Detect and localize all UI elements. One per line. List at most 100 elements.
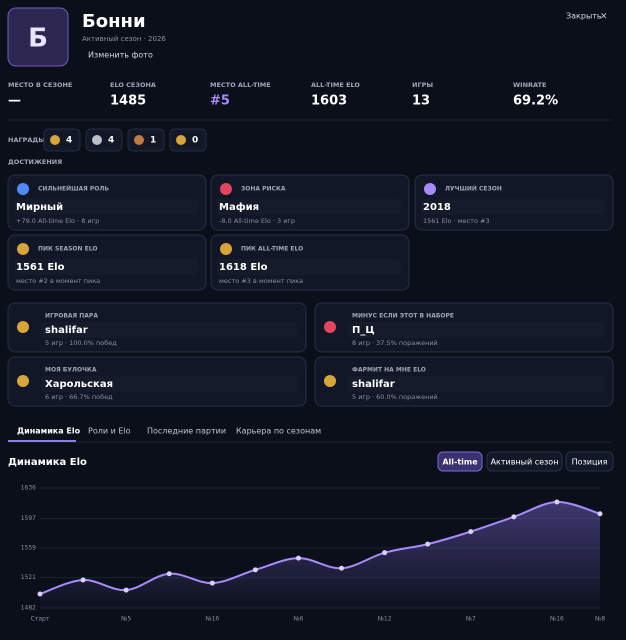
card-value-strip [348,376,604,392]
stat-label: ELO СЕЗОНА [110,81,156,89]
card-detail: 6 игр · 66.7% побед [45,393,113,401]
award-count: 4 [66,136,72,146]
card-icon [17,375,29,387]
card-icon [324,375,336,387]
card-icon [17,183,29,195]
card-label: ИГРОВАЯ ПАРА [45,313,98,320]
card-value: Мафия [219,201,259,213]
avatar-letter: Б [28,24,48,54]
tab[interactable]: Динамика Elo [17,427,81,436]
elo-point [339,565,345,571]
tab[interactable]: Последние партии [147,427,226,436]
mode-button[interactable] [437,451,483,472]
card-detail: -8.0 All-time Elo · 3 игр [219,217,295,225]
elo-point [37,591,43,597]
x-tick-label: №6 [293,616,303,623]
award-count: 4 [108,136,114,146]
card-detail: место #2 в момент пика [16,277,100,285]
mode-button[interactable] [565,451,614,472]
mode-button-label[interactable]: Позиция [572,458,608,467]
x-tick-label: №5 [121,616,131,623]
awards-label: НАГРАДЫ [8,136,45,144]
card-label: МИНУС ЕСЛИ ЭТОТ В НАБОРЕ [352,313,454,320]
medal-icon [92,135,102,145]
tab[interactable]: Карьера по сезонам [236,427,321,436]
card-value-strip [41,322,297,338]
x-tick-label: №16 [550,616,564,623]
elo-area [40,502,600,608]
card-detail: место #3 в момент пика [219,277,303,285]
stat-value: 1603 [311,94,347,109]
mode-button-label[interactable]: All-time [442,458,478,467]
elo-point [252,567,258,573]
card-value-strip [41,376,297,392]
user-name: Бонни [82,11,146,32]
stat-value: 69.2% [513,94,558,109]
stat-value: #5 [210,94,230,109]
card-detail: +79.0 All-time Elo · 8 игр [16,217,99,225]
card-label: ЗОНА РИСКА [241,186,286,193]
elo-point [295,555,301,561]
chart-title: Динамика Elo [8,457,87,468]
mode-button-label[interactable]: Активный сезон [491,458,559,467]
card-detail: 5 игр · 60.0% поражений [352,393,438,401]
stat-label: ИГРЫ [412,81,433,89]
card-value: shalifar [352,379,395,390]
award-badge [85,128,123,152]
y-tick-label: 1559 [21,545,36,552]
elo-point [382,550,388,556]
y-tick-label: 1521 [21,574,36,581]
y-tick-label: 1636 [21,485,36,492]
stat-value: 1485 [110,94,146,109]
award-badge [169,128,207,152]
stat-label: ALL-TIME ELO [311,81,360,89]
card-value: 1561 Elo [16,262,65,273]
card-label: ЛУЧШИЙ СЕЗОН [445,185,502,193]
medal-icon [50,135,60,145]
award-badge [43,128,81,152]
mode-button[interactable] [486,451,563,472]
stat-label: МЕСТО ALL-TIME [210,81,271,89]
card-icon [17,321,29,333]
card-value: Мирный [16,202,63,213]
card-detail: 8 игр · 37.5% поражений [352,339,438,347]
close-button[interactable]: Закрыть [566,12,602,21]
stat-value: — [8,94,21,109]
card-value: П_Ц [352,325,375,336]
card-value-strip [14,259,198,275]
close-icon[interactable]: × [600,12,608,22]
card-icon [17,243,29,255]
x-tick-label: №7 [466,616,476,623]
elo-point [123,587,129,593]
avatar [7,7,69,67]
change-photo-button[interactable]: Изменить фото [88,51,153,60]
season-label: Активный сезон · 2026 [82,35,166,43]
award-badge [127,128,165,152]
card-icon [220,183,232,195]
x-tick-label: Старт [31,616,50,623]
card-value-strip [217,199,401,215]
card-value-strip [421,199,605,215]
elo-point [554,499,560,505]
card-icon [324,321,336,333]
elo-point [166,571,172,577]
y-tick-label: 1482 [21,605,36,612]
elo-line [39,501,601,595]
card-detail: 1561 Elo · место #3 [423,217,490,225]
elo-point [511,514,517,520]
medal-icon [134,135,144,145]
card-label: ПИК ALL-TIME ELO [241,246,303,253]
elo-point [468,529,474,535]
card-label: МОЯ БУЛОЧКА [45,367,97,374]
card-icon [424,183,436,195]
card-value: Харольская [45,379,113,390]
achievements-label: ДОСТИЖЕНИЯ [8,158,62,166]
award-count: 1 [150,136,156,146]
card-icon [220,243,232,255]
card-label: СИЛЬНЕЙШАЯ РОЛЬ [38,185,109,193]
tab[interactable]: Роли и Elo [88,427,131,436]
elo-point [597,511,603,517]
card-value-strip [14,199,198,215]
